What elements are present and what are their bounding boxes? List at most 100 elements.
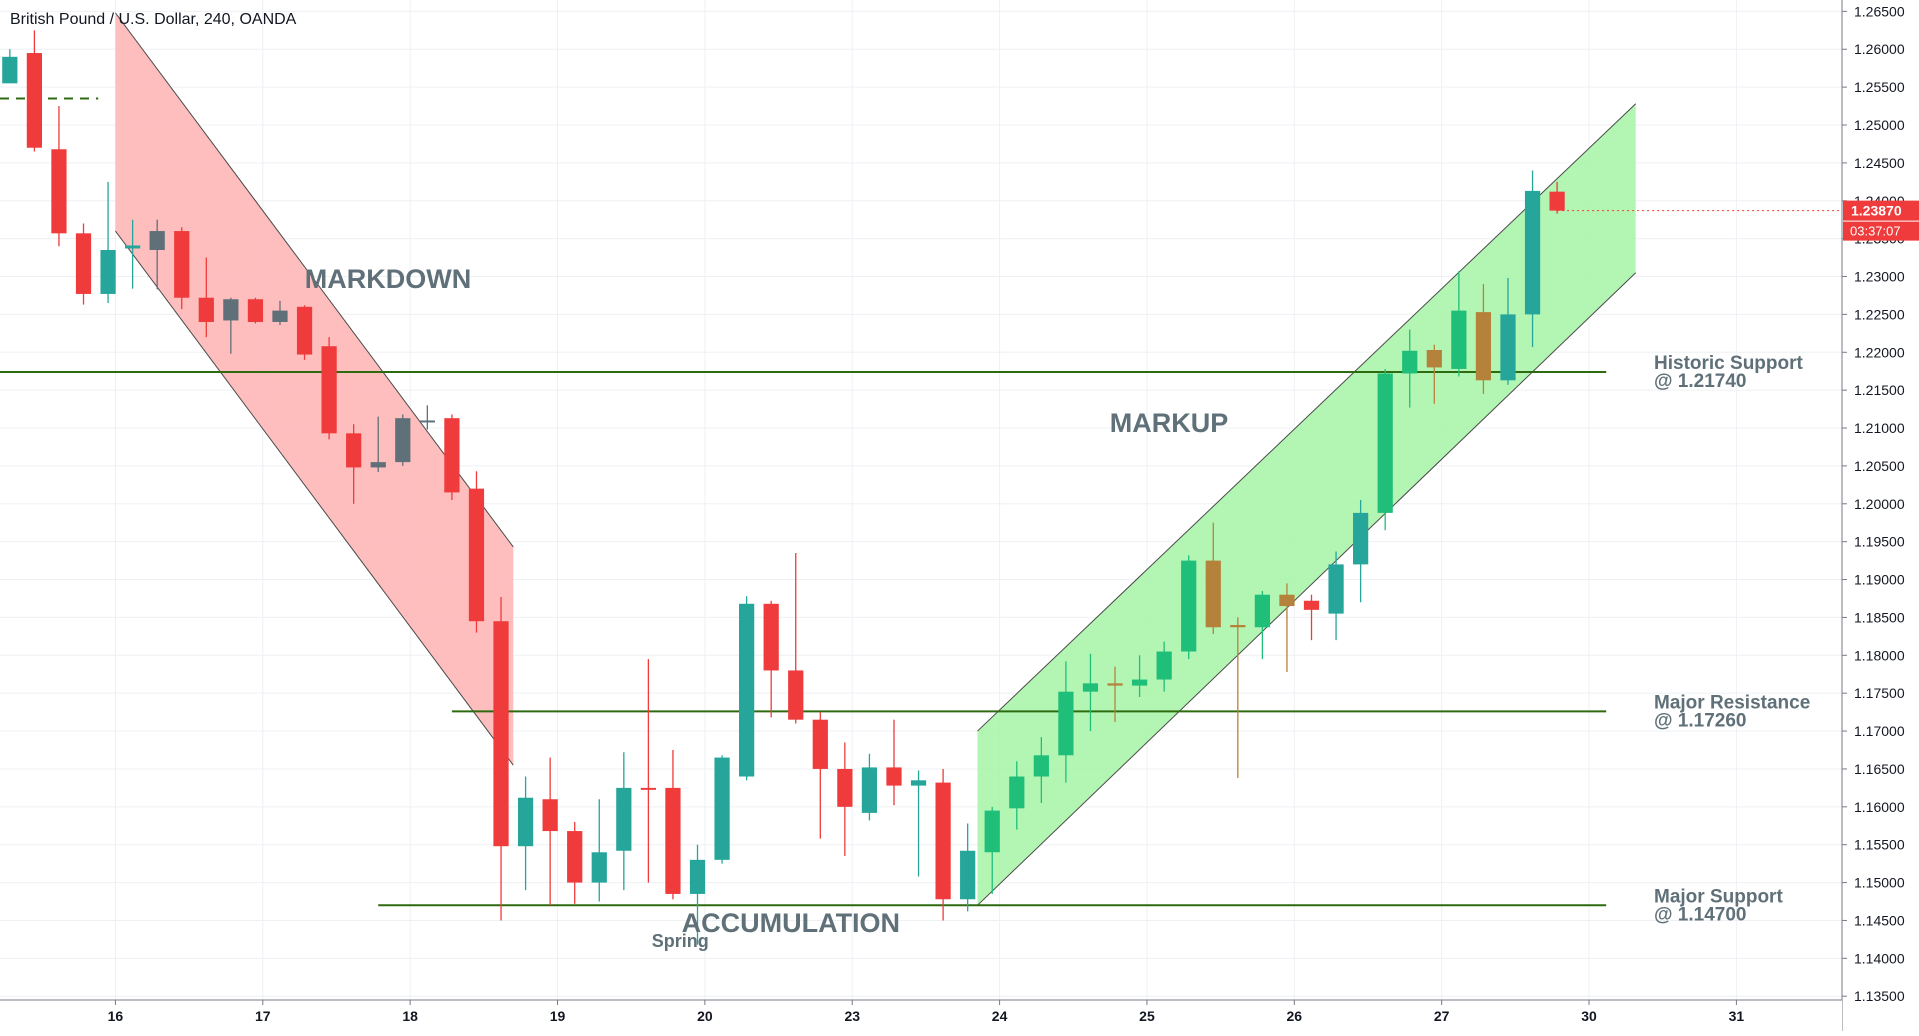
candle-body (935, 782, 951, 900)
candle (247, 297, 264, 324)
candle (960, 823, 976, 912)
spring-label: Spring (652, 931, 709, 951)
last-price-tag (1843, 200, 1919, 221)
candle-body (1549, 191, 1565, 211)
symbol-title: British Pound / U.S. Dollar, 240, OANDA (10, 11, 297, 28)
price-tick-label: 1.22500 (1854, 306, 1905, 322)
markup-label: MARKUP (1110, 408, 1229, 438)
candle (935, 768, 951, 921)
candle-body (689, 859, 706, 894)
time-tick-label: 23 (844, 1008, 860, 1024)
candle (1500, 278, 1516, 385)
price-tick-label: 1.23000 (1854, 269, 1905, 285)
candle (1524, 170, 1541, 347)
candle (1009, 761, 1025, 830)
price-tick-label: 1.16500 (1854, 761, 1905, 777)
candle (75, 223, 92, 305)
candle (812, 712, 828, 839)
candle (1377, 368, 1393, 531)
candle (1156, 641, 1172, 692)
price-tick-label: 1.18000 (1854, 647, 1905, 663)
candle-body (272, 310, 288, 322)
major-resistance-value: @ 1.17260 (1654, 710, 1747, 731)
candle (1328, 551, 1344, 641)
candle (1205, 522, 1221, 635)
candle (567, 821, 583, 904)
historic-support-label: Historic Support (1654, 353, 1804, 374)
price-tick-label: 1.17000 (1854, 723, 1905, 739)
major-support-value: @ 1.14700 (1654, 904, 1747, 925)
candle-body (1181, 560, 1197, 652)
candle (1451, 271, 1467, 377)
candle-body (763, 603, 779, 671)
candle-body (567, 831, 583, 883)
markup-channel-fill (977, 103, 1636, 906)
time-tick-label: 19 (550, 1008, 566, 1024)
candle (223, 297, 239, 354)
accumulation-label: ACCUMULATION (682, 908, 900, 938)
price-tick-label: 1.15000 (1854, 875, 1905, 891)
historic-support-value: @ 1.21740 (1654, 371, 1747, 392)
candle-body (247, 299, 264, 322)
candle (984, 806, 1000, 894)
time-tick-label: 16 (108, 1008, 124, 1024)
time-tick-label: 18 (402, 1008, 418, 1024)
time-tick-label: 17 (255, 1008, 271, 1024)
candle-body (444, 418, 460, 493)
price-tick-label: 1.22000 (1854, 344, 1905, 360)
candle (125, 219, 141, 289)
candle-body (910, 780, 927, 786)
candle (591, 799, 607, 902)
candle (640, 659, 656, 883)
candle (1181, 555, 1197, 660)
candle (1082, 653, 1099, 732)
candle-body (75, 233, 92, 294)
candle-body (788, 670, 804, 720)
candle-body (149, 231, 165, 250)
candle (1402, 329, 1418, 408)
candle (788, 553, 804, 724)
candle (395, 414, 411, 466)
candle-body (1058, 691, 1074, 756)
candle (493, 596, 509, 921)
price-tick-label: 1.20500 (1854, 458, 1905, 474)
candle (714, 755, 730, 864)
candle (861, 753, 878, 821)
candle-body (542, 799, 558, 832)
time-tick-label: 31 (1729, 1008, 1745, 1024)
candle (1353, 500, 1369, 603)
candle-body (640, 787, 656, 790)
markdown-label: MARKDOWN (305, 264, 471, 294)
candle-body (960, 850, 976, 900)
candle (321, 337, 337, 440)
candle-body (370, 462, 386, 468)
candle-body (26, 53, 42, 148)
candle (26, 30, 42, 152)
time-axis-bg (0, 1000, 1842, 1031)
candle (419, 405, 435, 430)
candle-body (1009, 776, 1025, 809)
candle (1254, 590, 1270, 660)
time-axis: 16 17 18 19 20 23 24 25 26 27 30 31 (0, 999, 1842, 1031)
candle-body (665, 787, 681, 894)
time-tick-label: 25 (1139, 1008, 1155, 1024)
candle-body (616, 787, 632, 851)
candle (739, 596, 755, 781)
candle-body (51, 149, 67, 234)
candle (1131, 655, 1148, 697)
candle-body (223, 299, 239, 321)
candle-body (468, 488, 485, 622)
candle-body (1303, 600, 1320, 610)
candle-body (1131, 679, 1148, 686)
candle (616, 752, 632, 891)
price-tick-label: 1.24500 (1854, 155, 1905, 171)
candle (272, 300, 288, 325)
time-tick-label: 26 (1287, 1008, 1303, 1024)
last-price-value: 1.23870 (1851, 203, 1902, 219)
markdown-channel (115, 12, 514, 766)
candle-body (1279, 594, 1295, 607)
candle (370, 416, 386, 472)
candle (149, 219, 165, 290)
